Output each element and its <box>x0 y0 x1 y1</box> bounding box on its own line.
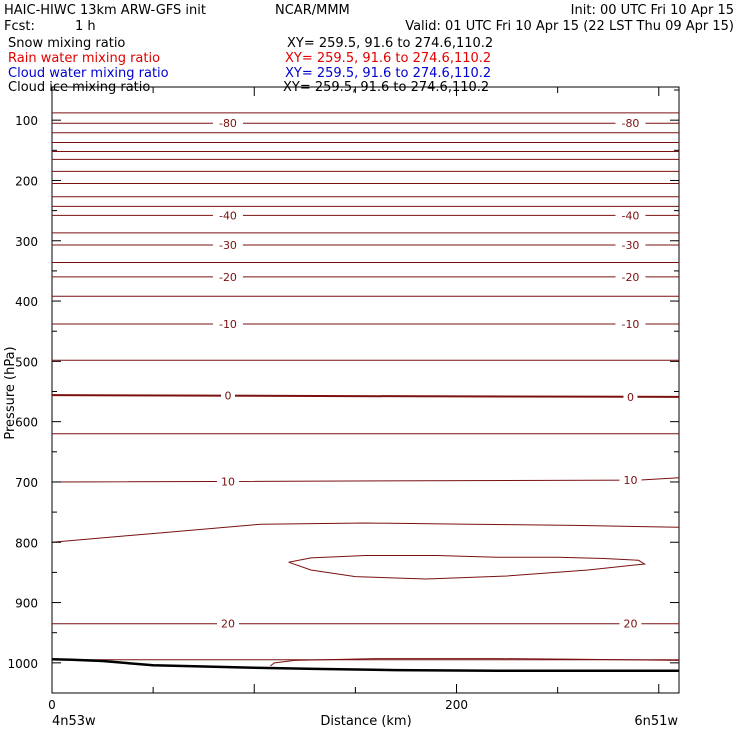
valid-time: Valid: 01 UTC Fri 10 Apr 15 (22 LST Thu … <box>405 19 734 34</box>
isotherm-label: 0 <box>627 391 634 404</box>
isotherm-label-bg <box>615 269 646 284</box>
fcst-label: Fcst: <box>4 19 35 34</box>
y-tick-label: 200 <box>15 174 38 188</box>
isotherm-label: -40 <box>621 209 639 222</box>
isotherm-label: -30 <box>621 239 639 252</box>
isotherm-label-bg <box>216 474 239 489</box>
model-title: HAIC-HIWC 13km ARW-GFS init <box>4 3 206 18</box>
field-snow-name: Snow mixing ratio <box>8 36 126 51</box>
isotherm-label-bg <box>212 316 243 331</box>
isotherm-label: -20 <box>219 271 237 284</box>
plot-frame <box>51 86 680 694</box>
isotherm-label-bg <box>615 208 646 223</box>
y-axis-label: Pressure (hPa) <box>3 346 18 439</box>
y-tick-label: 1000 <box>7 657 38 671</box>
isotherm-label: 0 <box>224 390 231 403</box>
isotherm-label: 10 <box>623 474 637 487</box>
x-tick-label: 0 <box>48 698 56 712</box>
isotherm-label: -80 <box>219 117 237 130</box>
isotherm-label-bg <box>615 316 646 331</box>
isotherm-label-bg <box>623 389 638 404</box>
closed-contour <box>288 555 647 580</box>
isotherm-label-bg <box>615 237 646 252</box>
x-tick-label: 200 <box>445 698 468 712</box>
isotherm-label: -20 <box>621 271 639 284</box>
field-cloudwater-name: Cloud water mixing ratio <box>8 66 169 81</box>
fcst-value: 1 h <box>75 19 96 34</box>
init-time: Init: 00 UTC Fri 10 Apr 15 <box>570 3 734 18</box>
isotherm-label-bg <box>220 388 235 403</box>
isotherm-label-bg <box>212 116 243 131</box>
y-tick-label: 100 <box>15 114 38 128</box>
terrain-line <box>51 657 679 672</box>
isotherm-label: 20 <box>221 618 235 631</box>
field-rain-name: Rain water mixing ratio <box>8 51 161 66</box>
isotherm-label-bg <box>619 473 642 488</box>
isotherm-label-bg <box>212 237 243 252</box>
isotherm-label-bg <box>619 616 642 631</box>
isotherm-label-bg <box>212 208 243 223</box>
y-tick-label: 800 <box>15 536 38 550</box>
isotherm-label-bg <box>212 269 243 284</box>
isotherm-label: -10 <box>219 318 237 331</box>
x-axis-label: Distance (km) <box>320 714 411 729</box>
org-label: NCAR/MMM <box>275 3 350 18</box>
field-snow-xy: XY= 259.5, 91.6 to 274.6,110.2 <box>287 36 494 51</box>
right-endpoint-label: 6n51w <box>634 714 678 729</box>
contour-line-14 <box>51 522 680 543</box>
isotherm-label: -30 <box>219 239 237 252</box>
y-tick-label: 700 <box>15 476 38 490</box>
isotherm-contours <box>51 112 680 672</box>
isotherm-label: -10 <box>621 318 639 331</box>
isotherm-label: -40 <box>219 209 237 222</box>
field-cloudwater-xy: XY= 259.5, 91.6 to 274.6,110.2 <box>285 66 492 81</box>
y-tick-label: 500 <box>15 355 38 369</box>
y-tick-label: 400 <box>15 295 38 309</box>
left-endpoint-label: 4n53w <box>52 714 96 729</box>
isotherm-label: 20 <box>623 618 637 631</box>
lower-contour <box>270 658 680 667</box>
isotherm-label: -80 <box>621 117 639 130</box>
field-rain-xy: XY= 259.5, 91.6 to 274.6,110.2 <box>285 51 492 66</box>
y-tick-label: 300 <box>15 235 38 249</box>
y-tick-label: 900 <box>15 597 38 611</box>
isotherm-0 <box>51 394 680 398</box>
isotherm-label: 10 <box>221 475 235 488</box>
contour-labels: -80 -80 -40 -40 -30 -30 -20 -20 -10 -10 0 0 10 10 20 20 <box>212 116 646 631</box>
isotherm-label-bg <box>216 616 239 631</box>
axes-frame <box>51 86 680 694</box>
isotherm-label-bg <box>615 116 646 131</box>
isotherm-10 <box>51 477 680 483</box>
y-tick-label: 600 <box>15 416 38 430</box>
